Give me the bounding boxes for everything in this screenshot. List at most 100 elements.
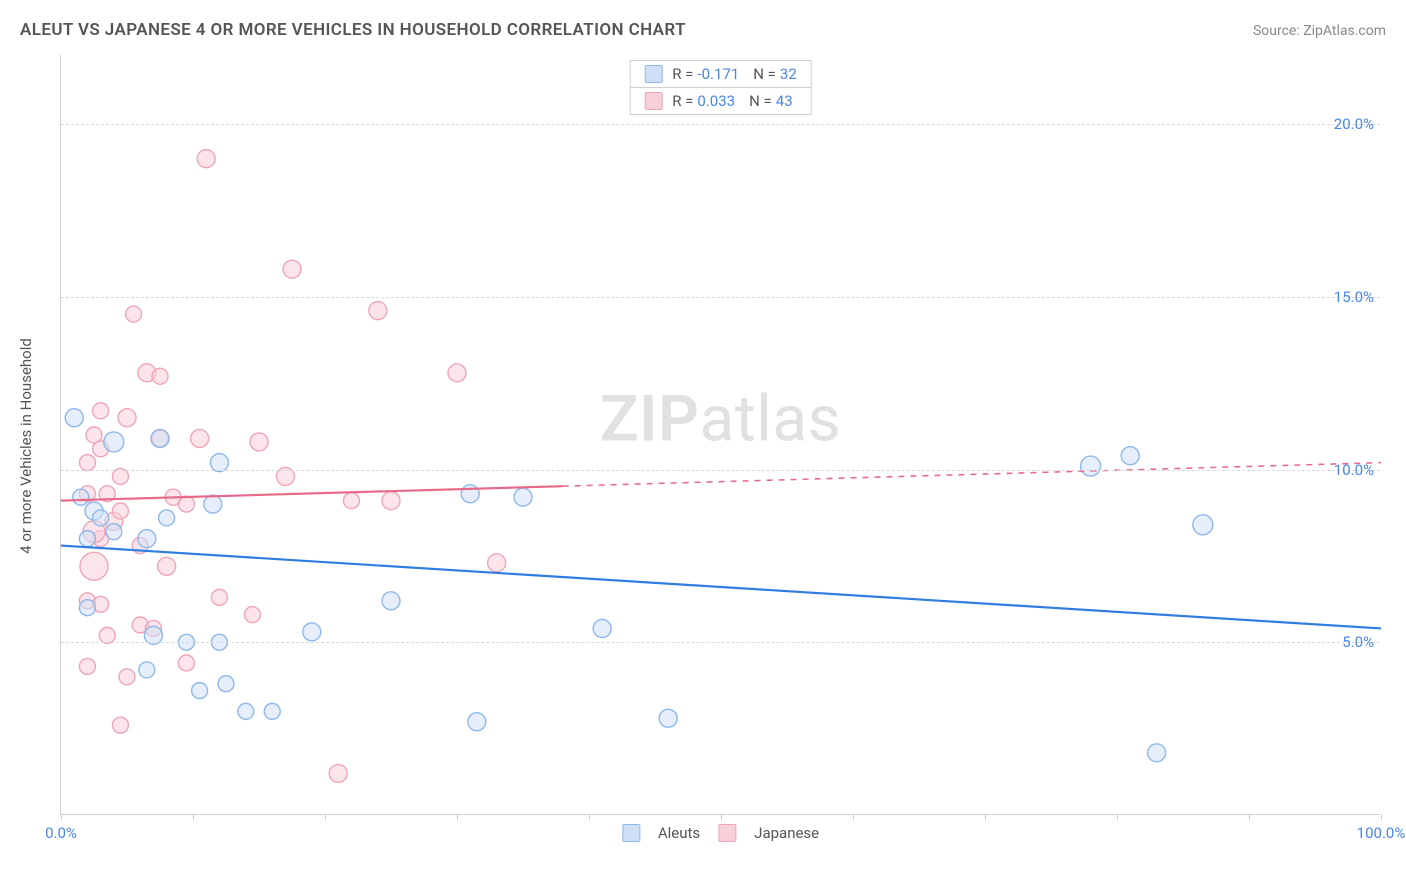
scatter-point-aleuts bbox=[139, 662, 155, 678]
legend-label: Aleuts bbox=[658, 824, 700, 842]
scatter-point-japanese bbox=[369, 302, 387, 320]
scatter-point-aleuts bbox=[138, 530, 156, 548]
scatter-point-japanese bbox=[329, 765, 347, 783]
watermark-rest: atlas bbox=[700, 382, 842, 457]
source-credit: Source: ZipAtlas.com bbox=[1253, 23, 1386, 39]
gridline bbox=[61, 124, 1380, 125]
scatter-point-aleuts bbox=[264, 703, 280, 719]
scatter-point-japanese bbox=[178, 496, 194, 512]
x-tick bbox=[985, 814, 986, 820]
scatter-point-japanese bbox=[112, 717, 128, 733]
chart-title: ALEUT VS JAPANESE 4 OR MORE VEHICLES IN … bbox=[20, 20, 686, 40]
source-value: ZipAtlas.com bbox=[1303, 23, 1386, 39]
x-tick bbox=[721, 814, 722, 820]
scatter-point-japanese bbox=[191, 429, 209, 447]
x-tick bbox=[1117, 814, 1118, 820]
scatter-point-aleuts bbox=[303, 623, 321, 641]
n-label: N = bbox=[749, 92, 772, 110]
legend-series: Aleuts Japanese bbox=[622, 824, 819, 842]
scatter-point-japanese bbox=[93, 441, 109, 457]
r-label: R = bbox=[672, 92, 693, 110]
scatter-point-aleuts bbox=[1081, 456, 1101, 476]
scatter-point-aleuts bbox=[659, 709, 677, 727]
scatter-point-aleuts bbox=[461, 485, 479, 503]
legend-swatch bbox=[718, 824, 736, 842]
scatter-point-japanese bbox=[138, 364, 156, 382]
chart-frame: ALEUT VS JAPANESE 4 OR MORE VEHICLES IN … bbox=[0, 0, 1406, 892]
chart-svg bbox=[61, 55, 1380, 814]
r-value-japanese: 0.033 bbox=[697, 92, 735, 110]
scatter-point-japanese bbox=[79, 658, 95, 674]
scatter-point-aleuts bbox=[204, 495, 222, 513]
scatter-point-aleuts bbox=[468, 713, 486, 731]
scatter-point-japanese bbox=[448, 364, 466, 382]
scatter-point-japanese bbox=[86, 427, 102, 443]
legend-row-aleuts: R = -0.171 N = 32 bbox=[630, 61, 811, 87]
scatter-point-aleuts bbox=[238, 703, 254, 719]
scatter-point-japanese bbox=[211, 589, 227, 605]
n-value-aleuts: 32 bbox=[780, 65, 797, 83]
scatter-point-japanese bbox=[118, 409, 136, 427]
scatter-point-aleuts bbox=[85, 502, 103, 520]
scatter-point-aleuts bbox=[65, 409, 83, 427]
plot-area: ZIPatlas R = -0.171 N = 32 R = 0.033 N =… bbox=[60, 55, 1380, 815]
scatter-point-japanese bbox=[343, 493, 359, 509]
legend-item: Aleuts bbox=[622, 824, 700, 842]
scatter-point-aleuts bbox=[593, 619, 611, 637]
scatter-point-japanese bbox=[197, 150, 215, 168]
scatter-point-japanese bbox=[93, 596, 109, 612]
scatter-point-japanese bbox=[250, 433, 268, 451]
x-tick bbox=[853, 814, 854, 820]
scatter-point-japanese bbox=[93, 531, 109, 547]
legend-item: Japanese bbox=[718, 824, 819, 842]
watermark: ZIPatlas bbox=[600, 382, 841, 457]
scatter-point-japanese bbox=[145, 620, 161, 636]
scatter-point-japanese bbox=[99, 627, 115, 643]
scatter-point-japanese bbox=[79, 593, 95, 609]
scatter-point-japanese bbox=[382, 492, 400, 510]
scatter-point-aleuts bbox=[79, 600, 95, 616]
x-tick bbox=[1381, 814, 1382, 820]
scatter-point-aleuts bbox=[514, 488, 532, 506]
scatter-point-japanese bbox=[79, 486, 95, 502]
scatter-point-aleuts bbox=[93, 510, 109, 526]
gridline bbox=[61, 642, 1380, 643]
x-tick bbox=[457, 814, 458, 820]
y-tick-label: 15.0% bbox=[1334, 288, 1374, 306]
scatter-point-japanese bbox=[105, 512, 123, 530]
scatter-point-aleuts bbox=[104, 432, 124, 452]
scatter-point-aleuts bbox=[1121, 447, 1139, 465]
y-axis-label: 4 or more Vehicles in Household bbox=[17, 338, 35, 554]
scatter-point-japanese bbox=[80, 552, 108, 580]
legend-swatch bbox=[622, 824, 640, 842]
scatter-point-japanese bbox=[112, 468, 128, 484]
scatter-point-japanese bbox=[488, 554, 506, 572]
trend-line-aleuts bbox=[61, 546, 1381, 629]
scatter-point-japanese bbox=[178, 655, 194, 671]
n-value-japanese: 43 bbox=[776, 92, 793, 110]
scatter-point-aleuts bbox=[382, 592, 400, 610]
x-tick bbox=[193, 814, 194, 820]
x-tick bbox=[61, 814, 62, 820]
scatter-point-aleuts bbox=[218, 676, 234, 692]
legend-row-japanese: R = 0.033 N = 43 bbox=[630, 87, 811, 114]
scatter-point-japanese bbox=[165, 489, 181, 505]
scatter-point-japanese bbox=[152, 368, 168, 384]
scatter-point-aleuts bbox=[79, 531, 95, 547]
x-tick-label: 0.0% bbox=[45, 824, 77, 842]
scatter-point-japanese bbox=[119, 669, 135, 685]
legend-correlation: R = -0.171 N = 32 R = 0.033 N = 43 bbox=[629, 60, 812, 115]
y-tick-label: 10.0% bbox=[1334, 461, 1374, 479]
source-label: Source: bbox=[1253, 23, 1300, 39]
scatter-point-japanese bbox=[126, 306, 142, 322]
scatter-point-japanese bbox=[99, 486, 115, 502]
r-value-aleuts: -0.171 bbox=[697, 65, 739, 83]
legend-label: Japanese bbox=[754, 824, 819, 842]
scatter-point-aleuts bbox=[73, 489, 89, 505]
scatter-point-japanese bbox=[132, 617, 148, 633]
title-row: ALEUT VS JAPANESE 4 OR MORE VEHICLES IN … bbox=[20, 20, 1386, 40]
scatter-point-aleuts bbox=[106, 524, 122, 540]
r-label: R = bbox=[672, 65, 693, 83]
x-tick bbox=[589, 814, 590, 820]
scatter-point-japanese bbox=[132, 538, 148, 554]
